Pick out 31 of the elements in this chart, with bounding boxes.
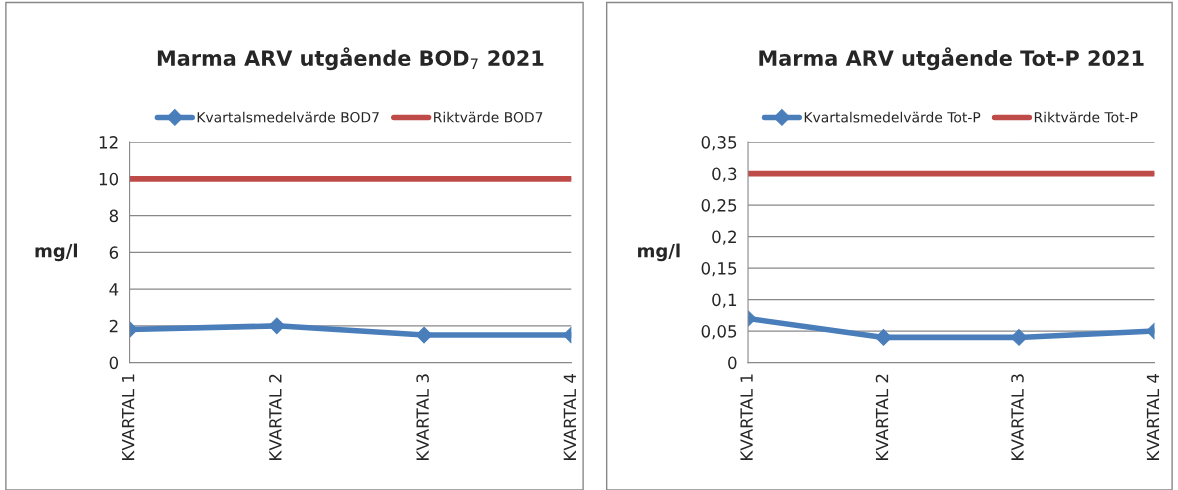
x-tick-label: KVARTAL 1: [740, 374, 753, 460]
chart-title: Marma ARV utgående Tot-P 2021: [759, 47, 1144, 71]
legend-label: Riktvärde Tot-P: [1034, 111, 1138, 123]
legend-label: Kvartalsmedelvärde Tot-P: [804, 111, 981, 123]
x-tick-label: KVARTAL 1: [122, 374, 135, 460]
x-tick-label: KVARTAL 3: [1011, 374, 1024, 460]
y-tick-label: 2: [109, 319, 118, 333]
y-tick-label: 12: [99, 136, 118, 149]
chart-title: Marma ARV utgående BOD$_{7}$ 2021: [157, 47, 544, 71]
y-tick-label: 0,25: [701, 199, 737, 214]
y-axis-title: mg/l: [35, 243, 78, 262]
x-tick-label: KVARTAL 4: [1146, 373, 1160, 460]
legend-label: Kvartalsmedelvärde BOD7: [197, 111, 379, 123]
y-tick-label: 0,3: [712, 167, 737, 182]
x-tick-label: KVARTAL 3: [416, 374, 429, 460]
y-tick-label: 0: [728, 356, 737, 370]
y-tick-label: 6: [109, 246, 119, 259]
x-tick-label: KVARTAL 2: [875, 374, 889, 460]
y-tick-label: 0,05: [701, 325, 737, 340]
y-tick-label: 0,1: [712, 293, 737, 308]
legend-label: Riktvärde BOD7: [434, 111, 543, 123]
y-tick-label: 0: [109, 356, 119, 370]
y-tick-label: 0,35: [701, 136, 737, 151]
y-tick-label: 4: [109, 283, 119, 296]
x-tick-label: KVARTAL 2: [269, 374, 282, 460]
y-tick-label: 0,2: [712, 230, 736, 245]
y-tick-label: 10: [99, 172, 119, 186]
y-tick-label: 8: [109, 209, 119, 223]
y-axis-title: mg/l: [638, 243, 680, 262]
x-tick-label: KVARTAL 4: [563, 373, 576, 460]
y-tick-label: 0,15: [701, 262, 737, 277]
